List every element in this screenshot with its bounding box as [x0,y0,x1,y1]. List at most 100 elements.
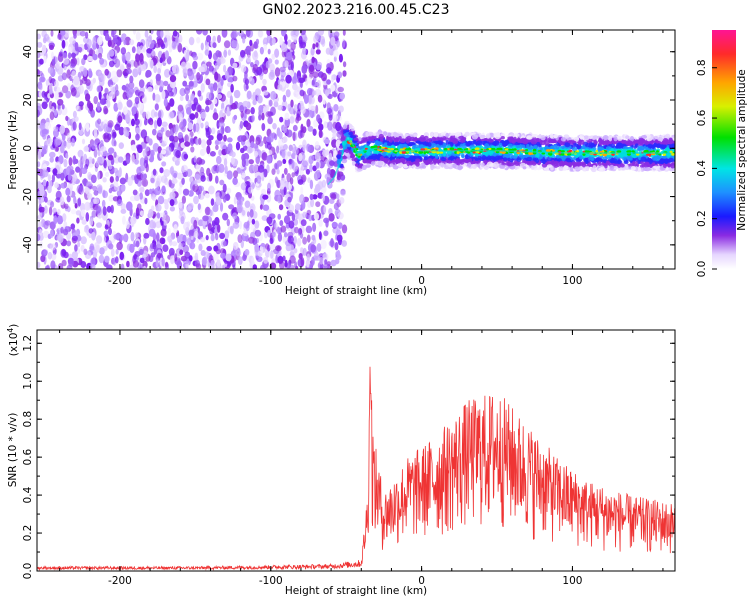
heatmap-cell [77,197,82,207]
heatmap-cell [159,80,164,90]
heatmap-cell [210,86,214,94]
heatmap-cell [200,175,206,182]
heatmap-cell [44,220,51,226]
heatmap-cell [183,153,189,160]
heatmap-cell [255,38,260,46]
heatmap-cell [155,204,162,212]
heatmap-cell [268,149,273,156]
heatmap-cell [106,205,112,213]
heatmap-cell [419,137,426,142]
heatmap-cell [116,69,123,78]
heatmap-cell [131,118,135,127]
heatmap-cell [214,71,219,81]
heatmap-cell [245,45,251,55]
heatmap-cell [128,81,135,90]
heatmap-cell [210,127,216,135]
heatmap-cell [337,71,343,79]
heatmap-cell [102,236,107,244]
heatmap-cell [274,162,278,170]
heatmap-cell [54,146,59,152]
heatmap-cell [325,47,331,55]
heatmap-cell [115,248,119,255]
heatmap-cell [267,116,273,125]
heatmap-cell [522,154,529,158]
heatmap-cell [71,251,79,259]
heatmap-cell [452,163,457,169]
heatmap-cell [516,157,522,162]
heatmap-cell [339,92,346,100]
heatmap-cell [476,140,483,146]
heatmap-cell [139,45,144,54]
heatmap-cell [283,232,288,238]
heatmap-cell [160,30,164,38]
heatmap-cell [80,104,84,111]
heatmap-cell [285,89,291,98]
heatmap-cell [135,133,140,141]
heatmap-cell [310,105,316,112]
heatmap-cell [178,242,183,250]
heatmap-cell [144,197,148,205]
heatmap-cell [152,243,157,250]
heatmap-cell [254,229,262,237]
heatmap-cell [256,175,262,184]
heatmap-cell [270,90,277,100]
heatmap-cell [278,131,283,140]
heatmap-cell [38,229,43,236]
heatmap-cell [328,198,335,204]
heatmap-cell [523,139,530,143]
heatmap-cell [103,159,107,169]
heatmap-cell [310,198,315,208]
heatmap-cell [102,206,107,216]
heatmap-cell [156,38,163,46]
heatmap-cell [59,196,65,206]
heatmap-cell [322,262,330,269]
heatmap-cell [62,213,67,222]
heatmap-cell [38,204,42,213]
heatmap-cell [265,243,270,250]
heatmap-cell [54,90,59,100]
heatmap-cell [197,203,201,211]
heatmap-cell [85,212,90,222]
heatmap-cell [80,261,87,268]
heatmap-cell [277,195,282,204]
heatmap-cell [295,30,300,36]
heatmap-cell [119,65,125,72]
heatmap-cell [122,54,126,64]
heatmap-cell [671,134,675,138]
heatmap-cell [86,181,93,187]
heatmap-cell [217,34,221,44]
heatmap-cell [174,140,179,149]
heatmap-cell [316,114,321,123]
heatmap-cell [80,236,87,245]
heatmap-cell [206,139,212,146]
heatmap-cell [161,121,168,127]
heatmap-cell [154,120,158,130]
heatmap-cell [49,151,56,158]
heatmap-cell [292,124,298,132]
heatmap-cell [198,193,205,200]
heatmap-cell [393,141,400,146]
heatmap-cell [283,186,287,196]
heatmap-cell [609,164,615,171]
heatmap-cell [92,249,98,259]
heatmap-cell [40,255,46,263]
heatmap-cell [63,228,69,236]
heatmap-cell [330,36,336,46]
heatmap-cell [137,91,145,100]
heatmap-cell [249,209,254,218]
heatmap-cell [358,163,363,167]
heatmap-cell [647,143,653,149]
heatmap-cell [254,88,261,96]
heatmap-cell [144,119,148,126]
heatmap-cell [497,155,502,160]
heatmap-cell [175,150,182,159]
heatmap-cell [156,117,162,127]
heatmap-cell [313,212,320,221]
heatmap-cell [305,168,310,175]
heatmap-cell [232,241,239,250]
heatmap-cell [299,103,305,110]
heatmap-cell [117,101,123,111]
heatmap-cell [338,222,343,229]
heatmap-cell [218,121,225,128]
heatmap-cell [152,194,157,202]
